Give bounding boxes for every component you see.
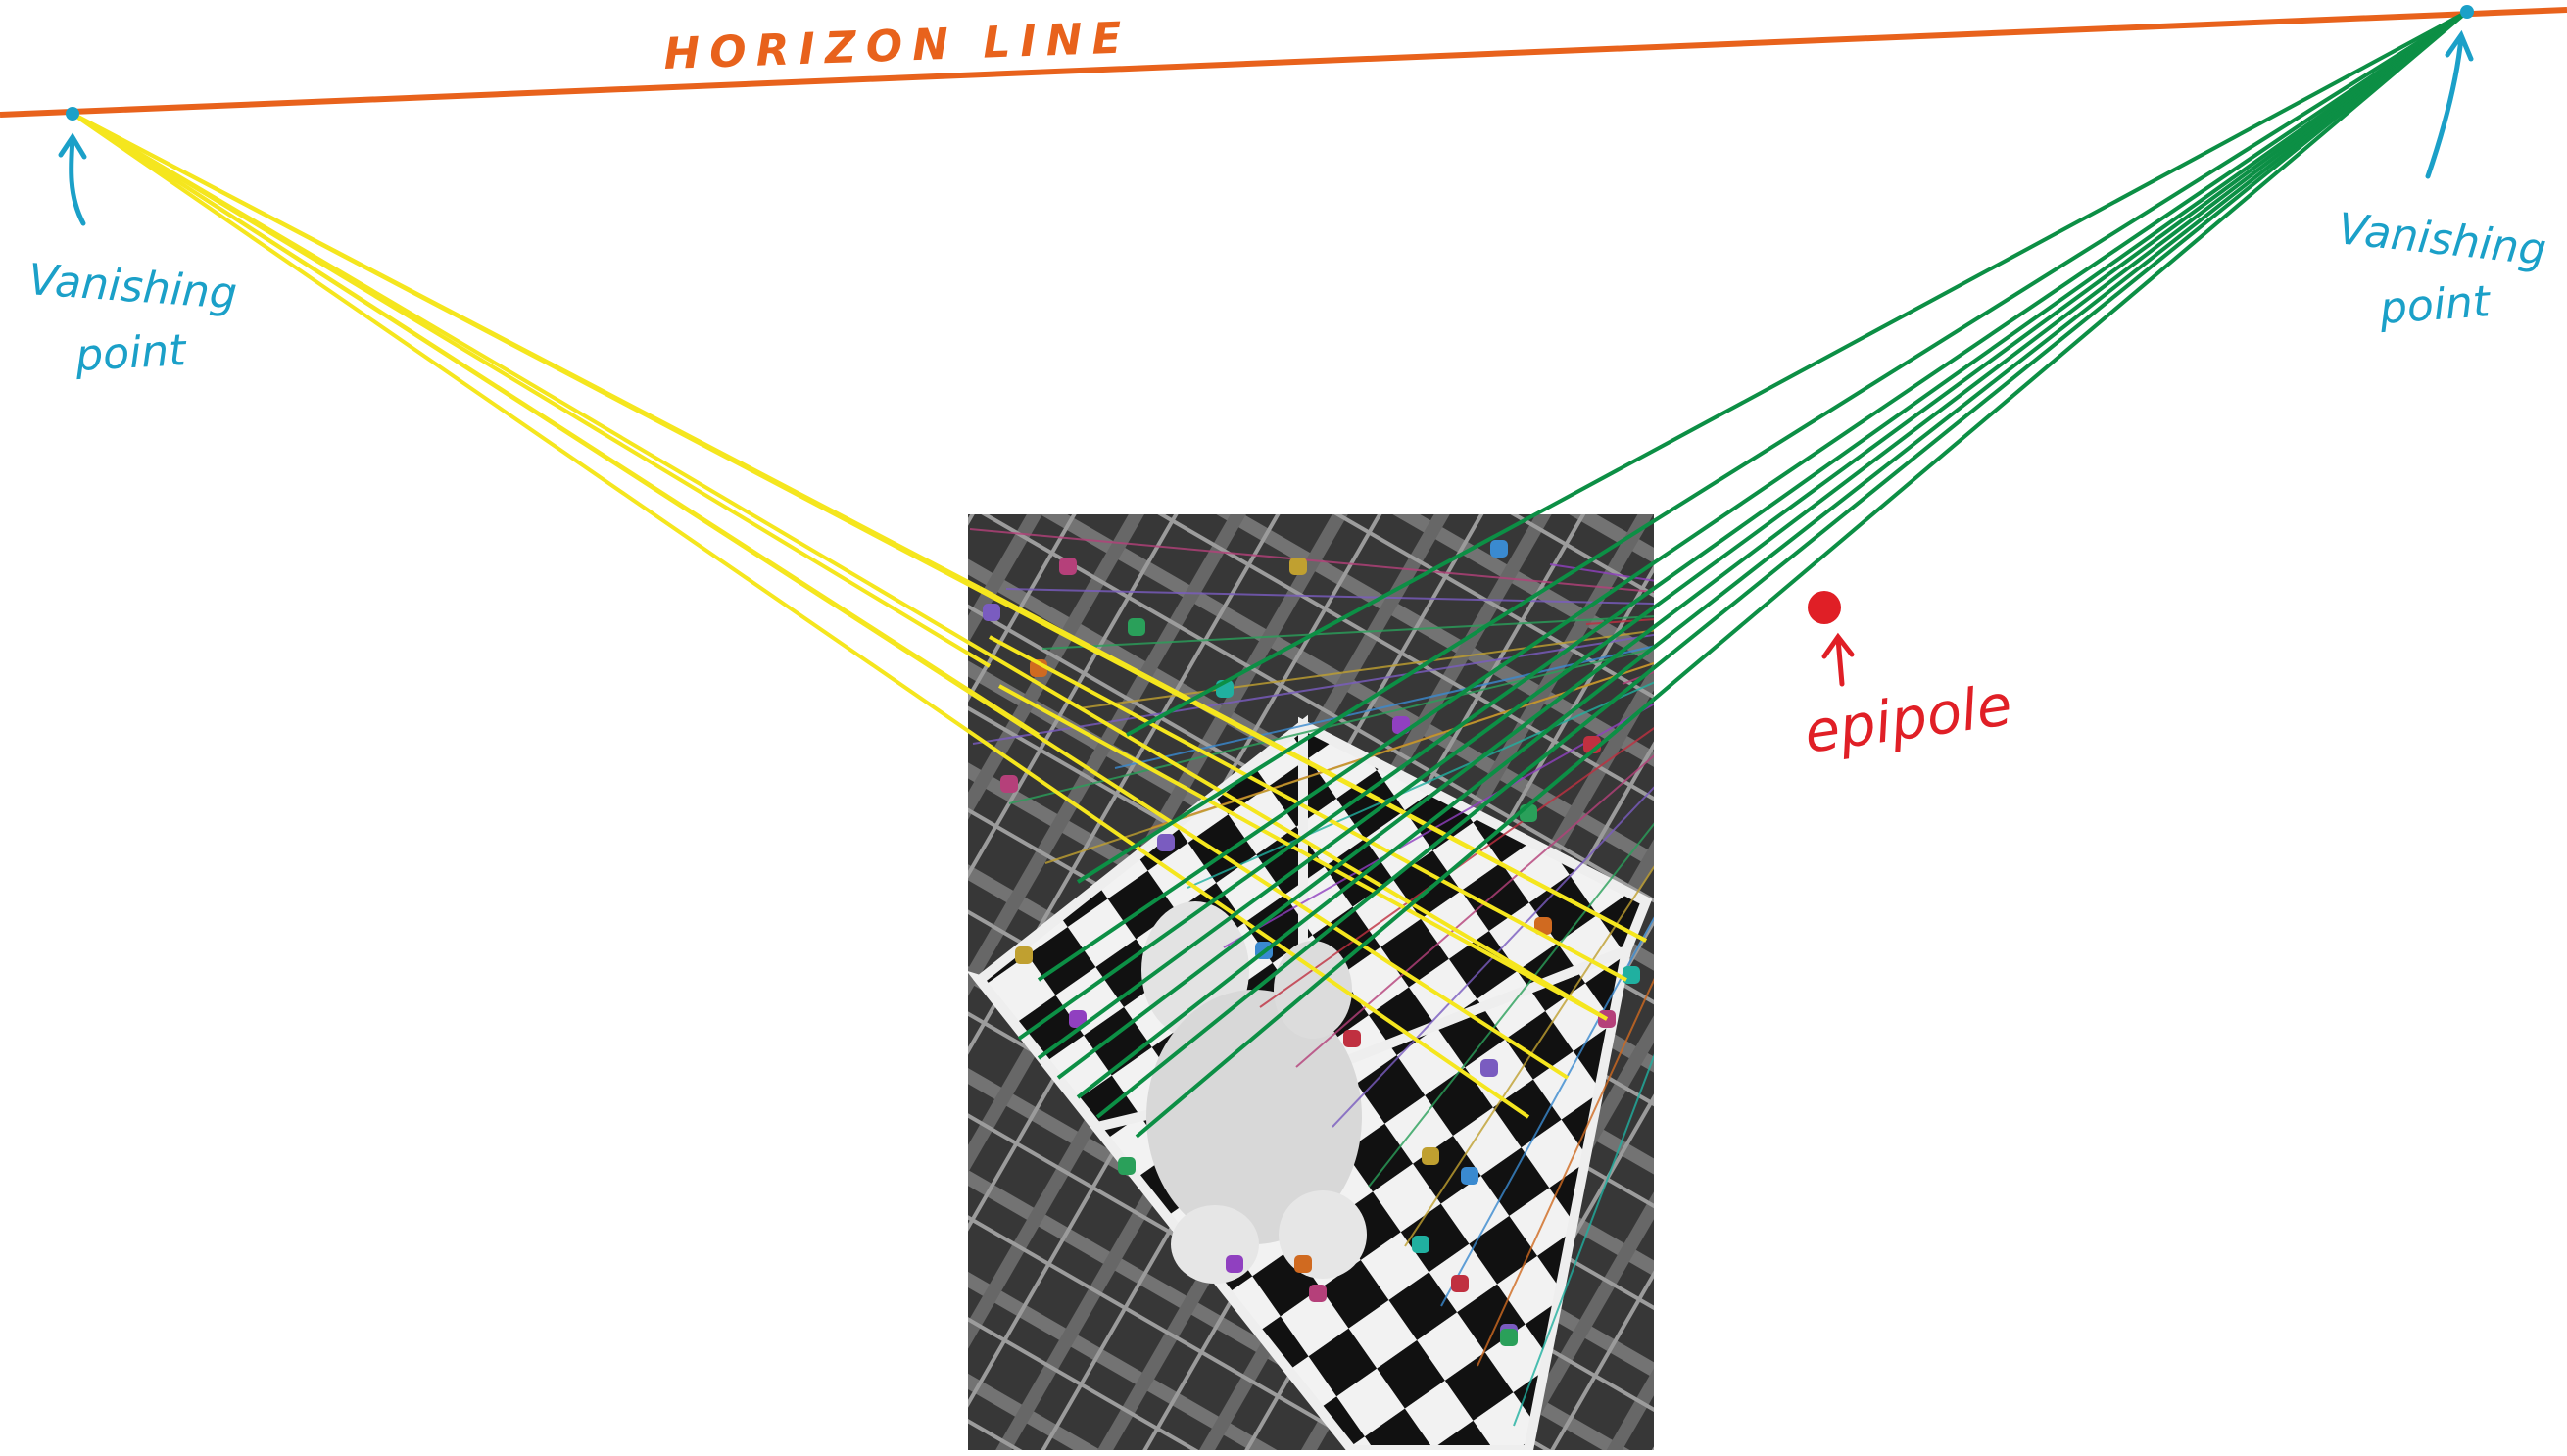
feature-point (1623, 966, 1640, 984)
feature-point (1534, 917, 1552, 935)
left-vp-arrow (58, 132, 87, 226)
right-vanishing-line (1037, 10, 2469, 1060)
feature-point (1294, 1255, 1312, 1273)
epipolar-line (1404, 865, 1654, 1247)
right-vanishing-lines (1017, 10, 2469, 1139)
epipolar-line (1295, 754, 1654, 1068)
feature-point (1500, 1329, 1518, 1346)
right-vp-arrow (2425, 29, 2474, 179)
right-vanishing-line (1126, 10, 2468, 737)
right-vanishing-line (1017, 10, 2469, 1041)
feature-point (1343, 1030, 1361, 1047)
left-vanishing-line (998, 684, 1608, 1021)
epipolar-line (972, 633, 1654, 745)
epipolar-line (1585, 618, 1654, 625)
right-vanishing-line (1135, 10, 2469, 1139)
epipolar-line (1549, 563, 1654, 582)
feature-point (1118, 1157, 1136, 1175)
right-vanishing-line (1095, 10, 2469, 1119)
feature-point (1226, 1255, 1243, 1273)
epipole-point (1808, 591, 1841, 624)
right-vanishing-line (1056, 10, 2469, 1080)
left-vanishing-line (71, 112, 1609, 1021)
epipole-arrow (1821, 632, 1855, 687)
feature-point (1480, 1059, 1498, 1077)
epipolar-line (1440, 916, 1654, 1307)
epipolar-line (1187, 681, 1654, 889)
left-vp-label-line2: point (73, 325, 188, 381)
left-vanishing-lines (71, 112, 1647, 1119)
right-vanishing-point (2460, 5, 2474, 19)
epipolar-line (969, 528, 1654, 594)
left-vanishing-line (979, 586, 1647, 943)
horizon-line (0, 7, 2567, 118)
epipolar-line (1008, 647, 1654, 804)
feature-point (983, 604, 1000, 621)
left-vanishing-line (71, 112, 1570, 1080)
feature-point (1289, 558, 1307, 575)
epipolar-line (1005, 588, 1654, 606)
left-vp-label-line1: Vanishing (26, 255, 238, 319)
feature-points (983, 540, 1640, 1346)
epipolar-line (1477, 978, 1654, 1367)
left-vanishing-line (989, 635, 1627, 982)
epipolar-line (1513, 1053, 1654, 1427)
feature-point (1069, 1010, 1087, 1028)
feature-point (1451, 1275, 1469, 1292)
right-vp-label-line2: point (2377, 276, 2493, 334)
epipole-label: epipole (1800, 671, 2015, 766)
right-vanishing-line (1076, 10, 2469, 1099)
epipolar-line (1368, 822, 1654, 1188)
feature-point (1059, 558, 1077, 575)
feature-point (1412, 1236, 1429, 1253)
feature-point (1422, 1147, 1439, 1165)
epipolar-line (1223, 703, 1654, 948)
right-vanishing-line (1037, 10, 2469, 982)
feature-point (1128, 618, 1145, 636)
left-vanishing-line (71, 112, 1530, 1119)
left-vanishing-point (66, 107, 79, 121)
right-vanishing-line (1076, 10, 2469, 884)
feature-point (1461, 1167, 1478, 1185)
epipolar-line (1041, 615, 1654, 650)
feature-point (1015, 946, 1033, 964)
feature-point (1309, 1285, 1327, 1302)
feature-point (1000, 775, 1018, 793)
feature-point (1157, 834, 1175, 851)
right-vp-label-line1: Vanishing (2336, 204, 2548, 275)
feature-point (1490, 540, 1508, 558)
